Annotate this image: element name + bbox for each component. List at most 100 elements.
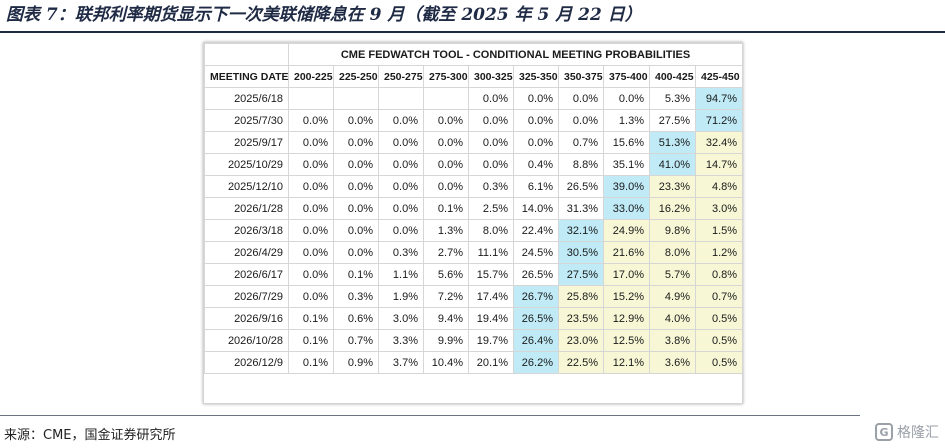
column-header: 300-325 [468,65,514,88]
meeting-date-cell: 2026/1/28 [204,197,289,220]
column-header: 200-225 [288,65,334,88]
table-row: 2026/6/17 0.0% 0.1% 1.1% 5.6% 15.7% 26.5% 27.5%… [204,263,744,286]
probability-cell: 0.1% [288,351,334,374]
probability-cell: 0.0% [288,285,334,308]
probability-cell: 0.0% [333,219,379,242]
probability-cell: 23.3% [649,175,696,198]
table-body: 2025/6/18 0.0% 0.0% 0.0% 0.0% 5.3% 94.7% 2025/7… [204,87,744,374]
table-row: 2026/4/29 0.0% 0.0% 0.3% 2.7% 11.1% 24.5% 30.5%… [204,241,744,264]
probability-cell: 0.0% [513,87,559,110]
probability-cell: 24.5% [513,241,559,264]
probability-cell: 4.0% [649,307,696,330]
column-header: 275-300 [423,65,469,88]
probability-cell: 27.5% [558,263,604,286]
fedwatch-table-panel: CME FEDWATCH TOOL - CONDITIONAL MEETING … [203,42,744,404]
probability-cell: 0.1% [423,197,469,220]
probability-cell: 41.0% [649,153,696,176]
probability-cell: 0.0% [468,131,514,154]
probability-cell: 2.5% [468,197,514,220]
probability-cell: 0.0% [423,131,469,154]
meeting-date-cell: 2026/10/28 [204,329,289,352]
probability-cell: 0.1% [288,307,334,330]
probability-cell: 0.0% [603,87,650,110]
probability-cell: 0.0% [378,219,424,242]
probability-cell: 15.7% [468,263,514,286]
probability-cell: 8.0% [649,241,696,264]
probability-cell: 25.8% [558,285,604,308]
meeting-date-cell: 2026/9/16 [204,307,289,330]
probability-cell: 15.2% [603,285,650,308]
probability-cell: 26.5% [513,263,559,286]
probability-cell: 9.4% [423,307,469,330]
probability-cell: 1.1% [378,263,424,286]
probability-cell: 0.0% [378,109,424,132]
probability-cell: 71.2% [694,109,744,132]
probability-cell: 14.0% [513,197,559,220]
probability-cell: 6.1% [513,175,559,198]
probability-cell: 8.0% [468,219,514,242]
probability-cell: 1.3% [603,109,650,132]
probability-cell: 2.7% [423,241,469,264]
probability-cell: 23.5% [558,307,604,330]
table-title: CME FEDWATCH TOOL - CONDITIONAL MEETING … [287,43,744,66]
probability-cell: 19.7% [468,329,514,352]
probability-cell: 0.0% [513,109,559,132]
probability-cell: 3.6% [649,351,696,374]
probability-cell: 24.9% [603,219,650,242]
probability-cell: 39.0% [603,175,650,198]
probability-cell: 16.2% [649,197,696,220]
probability-cell: 32.4% [694,131,744,154]
probability-cell: 3.0% [378,307,424,330]
probability-cell: 3.8% [649,329,696,352]
probability-cell: 0.5% [694,307,744,330]
probability-cell: 26.7% [513,285,559,308]
probability-cell: 0.0% [378,175,424,198]
meeting-date-cell: 2026/6/17 [204,263,289,286]
table-title-row: CME FEDWATCH TOOL - CONDITIONAL MEETING … [204,43,744,66]
probability-cell: 5.6% [423,263,469,286]
table-row: 2026/1/28 0.0% 0.0% 0.0% 0.1% 2.5% 14.0% 31.3% 3… [204,197,744,220]
probability-cell: 14.7% [694,153,744,176]
probability-cell: 8.8% [558,153,604,176]
probability-cell: 10.4% [423,351,469,374]
probability-cell: 27.5% [649,109,696,132]
probability-cell: 0.0% [333,241,379,264]
probability-cell: 20.1% [468,351,514,374]
probability-cell: 1.5% [694,219,744,242]
probability-cell: 0.5% [694,329,744,352]
probability-cell: 15.6% [603,131,650,154]
probability-cell: 0.5% [694,351,744,374]
table-row: 2025/12/10 0.0% 0.0% 0.0% 0.0% 0.3% 6.1% 26.5% 3… [204,175,744,198]
probability-cell: 0.8% [694,263,744,286]
probability-cell: 22.4% [513,219,559,242]
probability-cell: 0.0% [468,109,514,132]
probability-cell: 4.9% [649,285,696,308]
figure-title: 图表 7：联邦利率期货显示下一次美联储降息在 9 月（截至 2025 年 5 月… [6,5,642,25]
column-header: 425-450 [694,65,744,88]
probability-cell: 0.9% [333,351,379,374]
probability-cell: 0.0% [333,109,379,132]
probability-cell: 0.3% [333,285,379,308]
probability-cell: 35.1% [603,153,650,176]
probability-cell: 3.3% [378,329,424,352]
probability-cell: 0.3% [378,241,424,264]
probability-cell: 33.0% [603,197,650,220]
meeting-date-cell: 2025/10/29 [204,153,289,176]
table-row: 2026/9/16 0.1% 0.6% 3.0% 9.4% 19.4% 26.5% 23.5%… [204,307,744,330]
table-row: 2026/7/29 0.0% 0.3% 1.9% 7.2% 17.4% 26.7% 25.8%… [204,285,744,308]
probability-cell: 0.0% [558,109,604,132]
probability-cell: 17.0% [603,263,650,286]
probability-cell: 0.7% [558,131,604,154]
column-header: 400-425 [649,65,696,88]
probability-cell: 0.0% [513,131,559,154]
meeting-date-cell: 2025/7/30 [204,109,289,132]
column-header: 225-250 [333,65,379,88]
probability-cell: 0.0% [378,131,424,154]
probability-cell [333,87,379,110]
probability-cell: 0.0% [333,153,379,176]
probability-cell [288,87,334,110]
probability-cell: 12.5% [603,329,650,352]
probability-cell: 32.1% [558,219,604,242]
meeting-date-cell: 2026/12/9 [204,351,289,374]
probability-cell: 3.0% [694,197,744,220]
